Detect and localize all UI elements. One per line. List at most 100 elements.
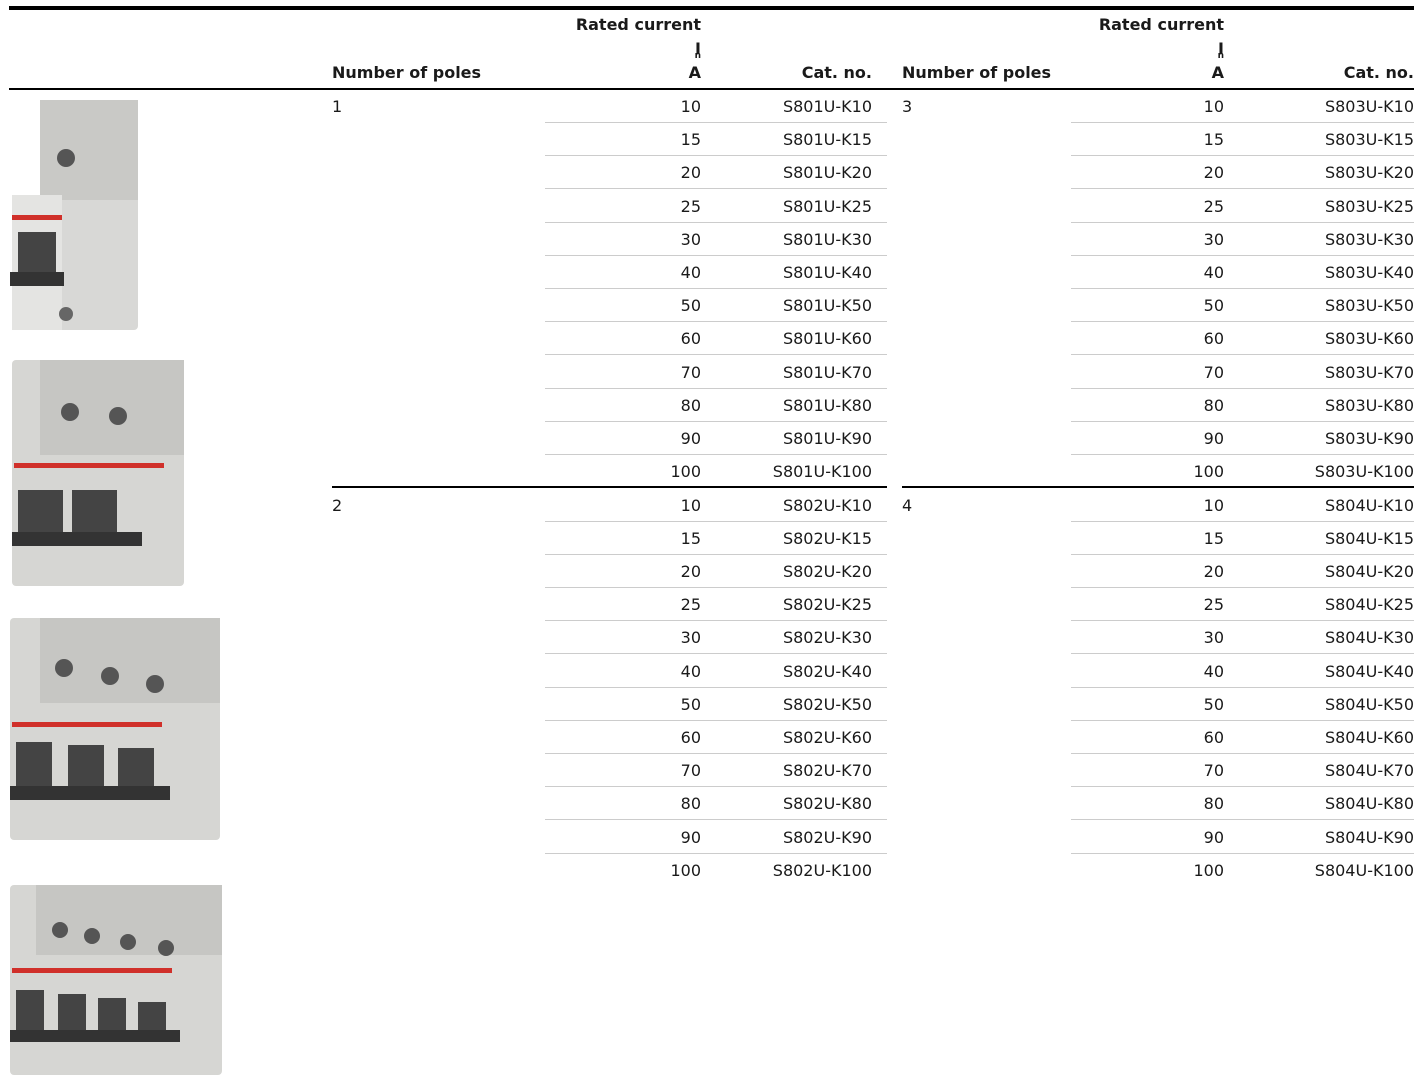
catalog-cell: S802U-K60	[782, 727, 872, 747]
unit: A	[1211, 63, 1224, 82]
column-header: Cat. no.	[801, 63, 872, 82]
current-cell: 50	[1203, 296, 1224, 316]
row-divider	[1071, 122, 1414, 123]
row-divider	[545, 520, 887, 522]
row-divider	[545, 553, 887, 555]
row-divider	[1071, 354, 1414, 356]
catalog-cell: S803U-K20	[1324, 163, 1414, 183]
header-rule	[9, 88, 1414, 90]
breaker-2-pole	[12, 360, 184, 586]
catalog-cell: S802U-K70	[782, 761, 872, 781]
column-header: Rated current	[1098, 15, 1224, 34]
current-cell: 80	[680, 794, 701, 814]
current-cell: 80	[1203, 794, 1224, 814]
current-cell: 70	[1203, 761, 1224, 781]
row-divider	[545, 719, 887, 721]
catalog-cell: S804U-K40	[1324, 661, 1414, 681]
current-cell: 90	[1203, 827, 1224, 847]
top-rule	[9, 6, 1414, 10]
row-divider	[545, 819, 887, 821]
row-divider	[1071, 653, 1414, 655]
catalog-cell: S801U-K25	[782, 196, 872, 216]
catalog-cell: S803U-K50	[1324, 296, 1414, 316]
catalog-cell: S801U-K70	[782, 362, 872, 382]
current-cell: 20	[1203, 561, 1224, 581]
current-cell: 60	[1203, 727, 1224, 747]
catalog-cell: S802U-K15	[782, 528, 872, 548]
catalog-cell: S801U-K90	[782, 429, 872, 448]
catalog-cell: S804U-K90	[1324, 827, 1414, 847]
row-divider	[1071, 221, 1414, 223]
current-cell: 15	[1203, 528, 1224, 548]
current-cell: 20	[1203, 163, 1224, 183]
catalog-cell: S803U-K25	[1324, 196, 1414, 216]
row-divider	[545, 653, 887, 655]
row-divider	[545, 155, 887, 157]
current-cell: 25	[1203, 595, 1224, 615]
catalog-cell: S801U-K50	[782, 296, 872, 316]
row-divider	[545, 852, 887, 854]
current-cell: 15	[680, 528, 701, 548]
row-divider	[1071, 321, 1414, 323]
breaker-4-pole	[10, 885, 222, 1075]
current-cell: 20	[680, 561, 701, 581]
current-cell: 90	[1203, 429, 1224, 448]
catalog-cell: S802U-K80	[782, 794, 872, 814]
row-divider	[545, 254, 887, 256]
catalog-cell: S804U-K80	[1324, 794, 1414, 814]
catalog-cell: S803U-K100	[1314, 462, 1414, 482]
row-divider	[545, 321, 887, 323]
column-header: Number of poles	[902, 63, 1052, 82]
row-divider	[545, 686, 887, 688]
row-divider	[1071, 852, 1414, 854]
catalog-cell: S804U-K15	[1324, 528, 1414, 548]
current-cell: 100	[670, 462, 701, 482]
catalog-cell: S803U-K80	[1324, 395, 1414, 415]
current-cell: 10	[1203, 97, 1224, 116]
catalog-cell: S801U-K80	[782, 395, 872, 415]
product-images	[10, 100, 222, 1075]
catalog-cell: S803U-K15	[1324, 130, 1414, 150]
subscript: n	[694, 51, 701, 61]
current-cell: 10	[680, 495, 701, 515]
current-cell: 30	[1203, 229, 1224, 249]
current-cell: 80	[1203, 395, 1224, 415]
row-divider	[1071, 786, 1414, 788]
catalog-cell: S803U-K70	[1324, 362, 1414, 382]
catalog-cell: S803U-K30	[1324, 229, 1414, 249]
current-cell: 40	[680, 661, 701, 681]
current-cell: 30	[680, 628, 701, 648]
catalog-cell: S804U-K25	[1324, 595, 1414, 615]
current-cell: 30	[1203, 628, 1224, 648]
row-divider	[1071, 288, 1414, 289]
row-divider	[1071, 553, 1414, 555]
catalog-cell: S803U-K90	[1324, 429, 1414, 448]
column-header: Number of poles	[332, 63, 482, 82]
row-divider	[545, 586, 887, 588]
column-header: Cat. no.	[1343, 63, 1414, 82]
current-cell: 50	[680, 296, 701, 316]
current-cell: 90	[680, 827, 701, 847]
catalog-cell: S801U-K40	[782, 263, 872, 282]
current-cell: 25	[680, 595, 701, 615]
row-divider	[1071, 620, 1414, 622]
current-cell: 60	[680, 727, 701, 747]
catalog-cell: S802U-K20	[782, 561, 872, 581]
catalog-cell: S804U-K10	[1324, 495, 1414, 515]
poles-cell: 2	[332, 495, 343, 515]
row-divider	[545, 620, 887, 622]
current-cell: 70	[680, 761, 701, 781]
row-divider	[1071, 387, 1414, 389]
current-cell: 15	[680, 130, 701, 150]
row-divider	[545, 354, 887, 356]
current-cell: 80	[680, 395, 701, 415]
current-cell: 25	[1203, 196, 1224, 216]
symbol: I	[1218, 39, 1224, 58]
row-divider	[1071, 752, 1414, 754]
breaker-1-pole	[10, 100, 138, 330]
row-divider	[545, 420, 887, 422]
catalog-cell: S802U-K25	[782, 595, 872, 615]
catalog-cell: S803U-K40	[1324, 263, 1414, 282]
catalog-cell: S801U-K60	[782, 329, 872, 349]
